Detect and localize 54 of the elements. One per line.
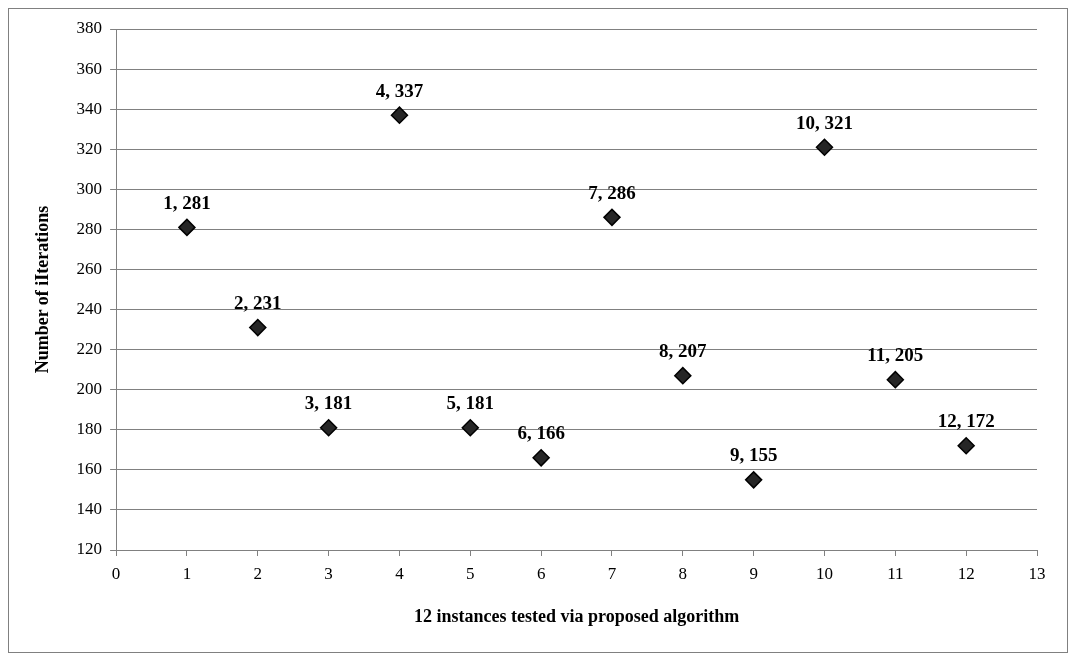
point [674,366,692,385]
y-tick-label: 280 [76,218,103,238]
point [603,208,621,227]
point [249,318,267,337]
data-label: 6, 166 [517,422,565,444]
data-label: 7, 286 [588,181,636,203]
x-tick-label: 5 [466,563,475,583]
y-tick-label: 180 [76,419,103,439]
y-tick-label: 140 [76,499,103,519]
y-tick-label: 320 [76,138,103,158]
data-label: 11, 205 [867,344,924,366]
y-tick-label: 300 [76,178,103,198]
y-tick-label: 220 [76,339,103,359]
x-tick-label: 4 [395,563,405,583]
y-tick-label: 240 [76,299,103,319]
x-tick-label: 0 [111,563,121,583]
y-tick-label: 340 [76,98,103,118]
data-label: 3, 181 [304,392,353,414]
point [815,138,834,156]
point [744,471,763,489]
y-tick-label: 120 [76,539,103,559]
y-tick-label: 200 [76,379,103,399]
point [319,419,338,437]
point [886,370,905,389]
x-tick-label: 12 [957,563,975,583]
y-tick-label: 260 [76,258,103,278]
x-tick-label: 8 [678,563,688,583]
x-tick-label: 7 [607,563,617,583]
x-tick-label: 3 [324,563,333,583]
data-label: 1, 281 [163,191,211,213]
point [461,419,480,437]
data-label: 4, 337 [375,79,424,101]
data-label: 9, 155 [729,444,778,466]
x-tick-label: 11 [887,563,904,583]
data-label: 2, 231 [234,291,282,313]
x-tick-label: 1 [182,563,192,583]
x-tick-label: 10 [815,563,833,583]
x-tick-label: 9 [749,563,758,583]
point [957,437,975,455]
data-label: 5, 181 [446,392,495,414]
x-axis-title: 12 instances tested via proposed algorithm [413,605,740,626]
y-tick-label: 380 [76,18,103,38]
point [532,449,550,467]
data-label: 8, 207 [659,340,708,362]
y-tick-label: 360 [76,58,103,78]
point [178,218,196,237]
x-tick-label: 13 [1028,563,1046,583]
y-tick-label: 160 [76,459,103,479]
x-tick-label: 6 [536,563,546,583]
data-label: 10, 321 [795,111,853,133]
x-tick-label: 2 [253,563,263,583]
point [390,106,409,124]
data-label: 12, 172 [937,410,995,432]
y-axis-title: Number of iIterations [32,205,53,374]
